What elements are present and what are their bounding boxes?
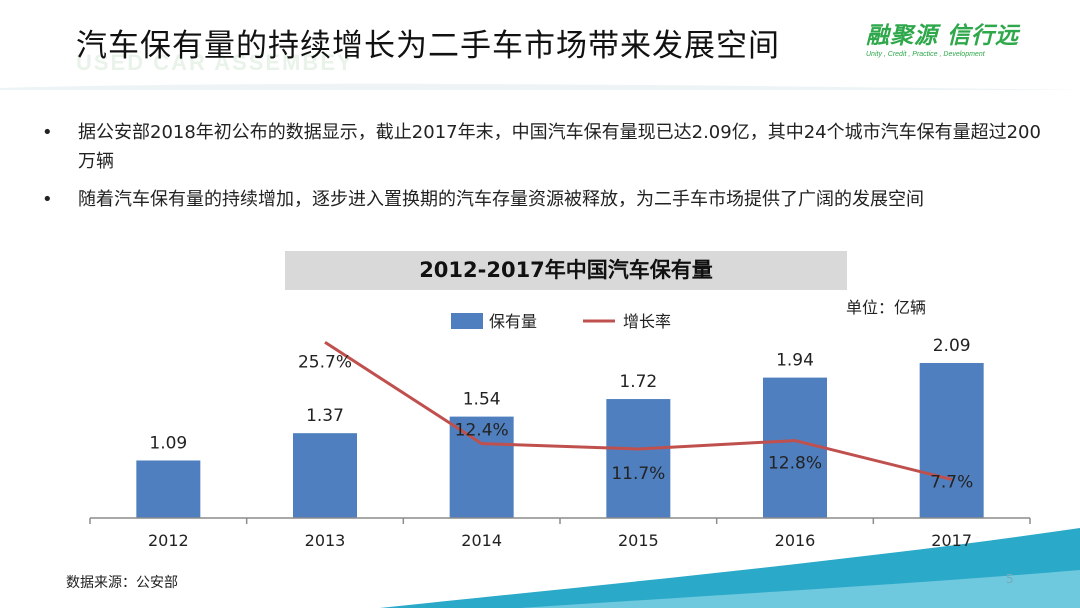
- footer-decoration-light: [520, 570, 1080, 608]
- source-note: 数据来源：公安部: [66, 575, 178, 591]
- growth-label-2016: 12.8%: [768, 454, 822, 474]
- bar-2017: [919, 362, 984, 518]
- chart-title: 2012-2017年中国汽车保有量: [285, 251, 847, 290]
- growth-label-2013: 25.7%: [298, 352, 352, 372]
- bar-2012: [136, 460, 201, 518]
- bar-value-label-2015: 1.72: [619, 372, 657, 392]
- bullet-item: • 随着汽车保有量的持续增加，逐步进入置换期的汽车存量资源被释放，为二手车市场提…: [40, 185, 1050, 214]
- legend-label-line: 增长率: [623, 312, 671, 331]
- unit-label: 单位：亿辆: [846, 298, 927, 317]
- growth-label-2015: 11.7%: [611, 464, 665, 484]
- bullet-list: • 据公安部2018年初公布的数据显示，截止2017年末，中国汽车保有量现已达2…: [40, 118, 1050, 223]
- bar-value-label-2014: 1.54: [463, 390, 501, 410]
- page-number: 5: [1006, 572, 1014, 586]
- bullet-dot: •: [42, 122, 53, 143]
- bar-2014: [449, 416, 514, 518]
- x-tick-label-2014: 2014: [461, 531, 502, 550]
- bar-value-label-2013: 1.37: [306, 406, 344, 426]
- header-watermark: USED CAR ASSEMBEY: [76, 50, 354, 75]
- bar-value-label-2017: 2.09: [933, 336, 971, 356]
- growth-rate-line: [324, 341, 953, 481]
- bullet-item: • 据公安部2018年初公布的数据显示，截止2017年末，中国汽车保有量现已达2…: [40, 118, 1050, 176]
- legend-swatch-bar: [451, 313, 483, 329]
- growth-label-2017: 7.7%: [930, 472, 973, 492]
- bullet-dot: •: [42, 189, 53, 210]
- x-tick-label-2012: 2012: [148, 531, 189, 550]
- x-tick-label-2016: 2016: [775, 531, 816, 550]
- bar-2015: [606, 399, 671, 518]
- company-logo: 融聚源 信行远 Unity , Credit , Practice , Deve…: [866, 16, 1046, 66]
- bar-value-label-2016: 1.94: [776, 351, 814, 371]
- header-decoration: [0, 83, 1080, 90]
- growth-label-2014: 12.4%: [455, 421, 509, 441]
- bar-value-label-2012: 1.09: [149, 433, 187, 453]
- bullet-text: 据公安部2018年初公布的数据显示，截止2017年末，中国汽车保有量现已达2.0…: [78, 122, 1041, 172]
- x-tick-label-2015: 2015: [618, 531, 659, 550]
- logo-text: 融聚源 信行远: [866, 23, 1020, 49]
- bullet-text: 随着汽车保有量的持续增加，逐步进入置换期的汽车存量资源被释放，为二手车市场提供了…: [78, 189, 924, 210]
- legend-label-bar: 保有量: [489, 312, 537, 331]
- page-title: 汽车保有量的持续增长为二手车市场带来发展空间: [76, 28, 780, 64]
- bar-2016: [763, 377, 827, 518]
- bar-2013: [293, 433, 357, 518]
- logo-tagline: Unity , Credit , Practice , Development: [866, 51, 985, 58]
- x-tick-label-2013: 2013: [305, 531, 346, 550]
- x-tick-label-2017: 2017: [931, 531, 972, 550]
